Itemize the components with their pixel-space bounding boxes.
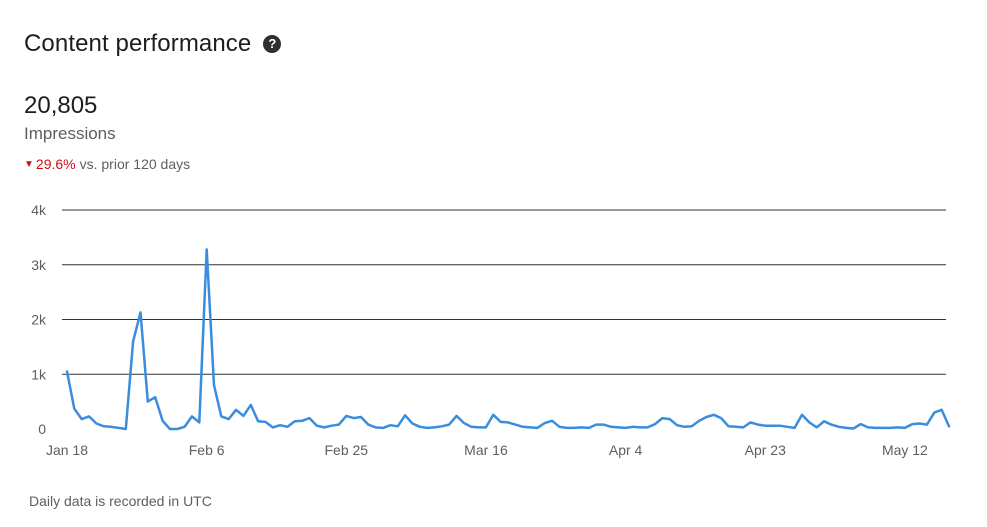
x-tick-label: Jan 18 (46, 442, 88, 458)
impressions-line-chart[interactable]: 0 1k 2k 3k 4k Jan 18 Feb 6 Feb 25 Mar 16 Apr 4 Apr… (0, 195, 987, 465)
impressions-label: Impressions (24, 124, 116, 143)
down-triangle-icon: ▼ (24, 158, 34, 170)
y-tick-label: 4k (31, 202, 47, 218)
title-row: Content performance ? (24, 30, 282, 58)
change-indicator: ▼ 29.6% vs. prior 120 days (24, 156, 190, 172)
change-percent: 29.6% (35, 156, 76, 172)
x-tick-label: Feb 25 (325, 442, 369, 458)
y-tick-label: 1k (31, 366, 47, 382)
question-circle-icon[interactable]: ? (263, 35, 282, 53)
y-tick-label: 3k (31, 257, 47, 273)
x-tick-label: Apr 23 (745, 442, 786, 458)
footnote: Daily data is recorded in UTC (29, 493, 212, 509)
y-tick-label: 0 (38, 421, 46, 437)
x-tick-label: May 12 (882, 442, 928, 458)
page-title: Content performance (24, 30, 252, 57)
x-tick-label: Feb 6 (189, 442, 225, 458)
impressions-value: 20,805 (24, 92, 98, 119)
impressions-series-line (65, 248, 951, 431)
y-tick-label: 2k (31, 312, 47, 328)
x-tick-label: Mar 16 (464, 442, 508, 458)
change-comparison-text: vs. prior 120 days (79, 156, 191, 172)
x-tick-label: Apr 4 (609, 442, 643, 458)
